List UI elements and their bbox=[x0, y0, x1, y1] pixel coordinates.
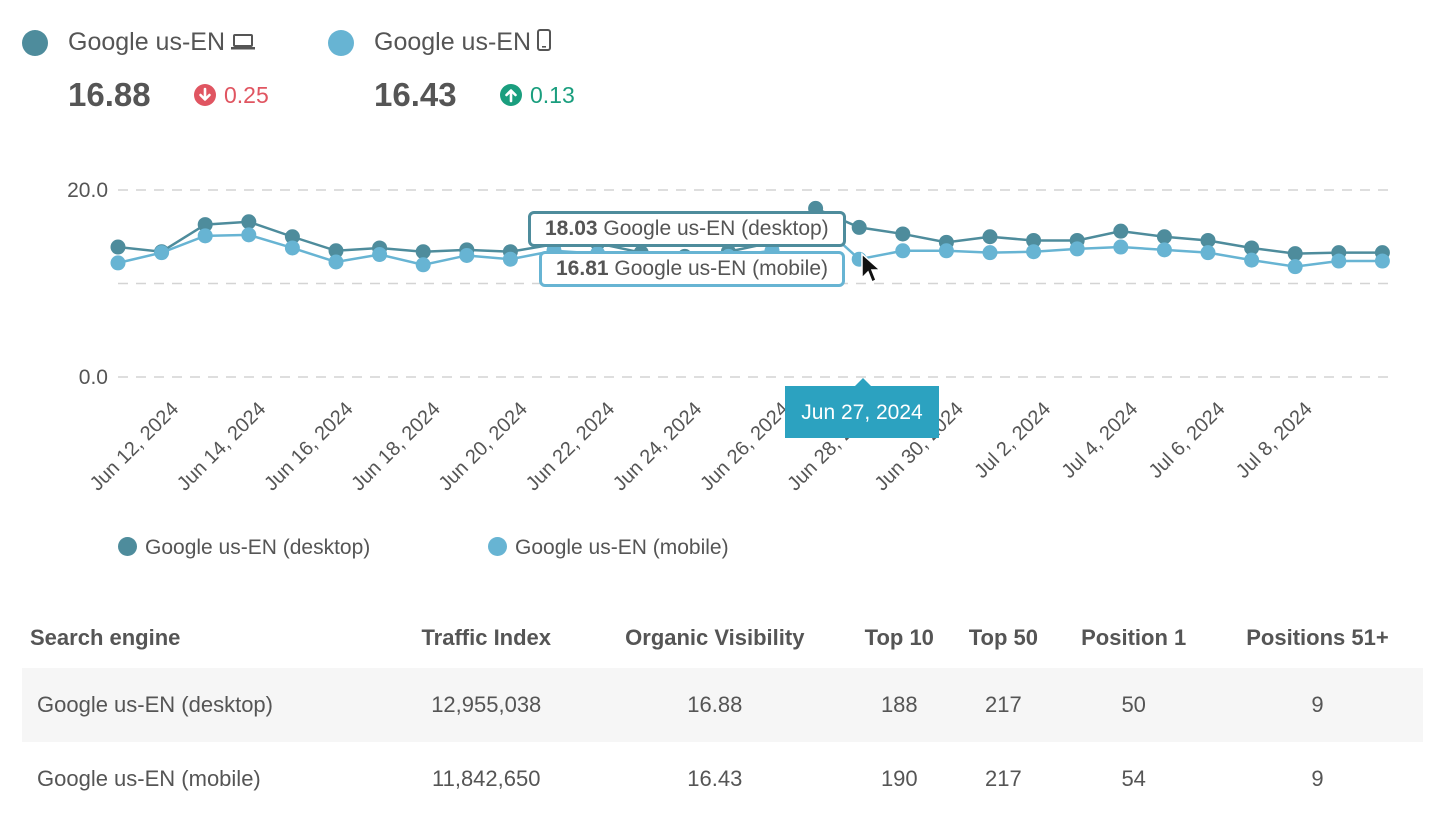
legend-dot-desktop bbox=[118, 537, 137, 556]
x-tick-label: Jun 16, 2024 bbox=[260, 398, 357, 495]
x-tick-label: Jun 14, 2024 bbox=[173, 398, 270, 495]
x-tick-label: Jul 8, 2024 bbox=[1232, 398, 1317, 483]
column-header[interactable]: Positions 51+ bbox=[1246, 625, 1389, 650]
data-point-desktop bbox=[982, 229, 998, 245]
data-point-desktop bbox=[415, 244, 431, 260]
line-chart[interactable]: 20.0 0.0 Jun 12, 2024 Jun 14, 2024 Jun 16, 2… bbox=[0, 150, 1440, 530]
x-tick-label: Jun 12, 2024 bbox=[86, 398, 183, 495]
table-cell: 217 bbox=[985, 766, 1022, 791]
tooltip-date: Jun 27, 2024 bbox=[785, 378, 939, 438]
laptop-icon bbox=[231, 29, 256, 58]
data-point-mobile bbox=[1069, 241, 1085, 257]
data-point-desktop bbox=[1244, 240, 1260, 256]
data-point-mobile bbox=[895, 243, 911, 259]
table-cell: Google us-EN (desktop) bbox=[22, 668, 391, 742]
table-cell: 50 bbox=[1055, 668, 1212, 742]
data-point-desktop bbox=[1287, 246, 1303, 262]
data-point-mobile bbox=[241, 227, 257, 243]
data-point-mobile bbox=[1113, 239, 1129, 255]
data-point-mobile bbox=[1200, 245, 1216, 261]
table-cell: 188 bbox=[847, 668, 952, 742]
data-point-mobile bbox=[197, 228, 213, 244]
mobile-series-dot bbox=[328, 30, 354, 56]
desktop-series-dot bbox=[22, 30, 48, 56]
summary-value: 16.43 bbox=[374, 76, 457, 113]
data-point-mobile bbox=[982, 245, 998, 261]
table-cell: 16.43 bbox=[687, 766, 743, 791]
data-point-desktop bbox=[241, 214, 257, 230]
summary-engine-name: Google us-EN bbox=[374, 28, 552, 58]
data-point-mobile bbox=[284, 240, 300, 256]
data-point-desktop bbox=[1156, 229, 1172, 245]
data-point-mobile bbox=[372, 247, 388, 263]
table-cell: 217 bbox=[951, 668, 1056, 742]
data-point-mobile bbox=[1156, 242, 1172, 258]
data-point-mobile bbox=[938, 243, 954, 259]
x-tick-label: Jun 22, 2024 bbox=[522, 398, 619, 495]
data-point-desktop bbox=[328, 243, 344, 259]
column-header[interactable]: Search engine bbox=[30, 625, 181, 650]
legend-item-desktop[interactable]: Google us-EN (desktop) bbox=[118, 536, 370, 560]
data-point-mobile bbox=[110, 255, 126, 271]
arrow-up-circle-icon bbox=[500, 84, 522, 106]
mobile-phone-icon bbox=[537, 28, 552, 58]
table-cell: 54 bbox=[1121, 766, 1146, 791]
data-point-desktop bbox=[1113, 223, 1129, 239]
data-point-desktop bbox=[197, 217, 213, 233]
search-engine-table: Search engine Traffic Index Organic Visi… bbox=[22, 608, 1423, 816]
data-point-desktop bbox=[895, 226, 911, 242]
summary-delta: 0.25 bbox=[194, 82, 269, 109]
table-cell: 11,842,650 bbox=[432, 766, 541, 791]
data-point-mobile bbox=[502, 251, 518, 267]
arrow-down-circle-icon bbox=[194, 84, 216, 106]
table-header-row: Search engine Traffic Index Organic Visi… bbox=[22, 608, 1423, 668]
summary-delta: 0.13 bbox=[500, 82, 575, 109]
tooltip-desktop: 18.03 Google us-EN (desktop) bbox=[528, 211, 846, 247]
data-point-desktop bbox=[851, 219, 867, 235]
x-tick-label: Jun 20, 2024 bbox=[435, 398, 532, 495]
column-header[interactable]: Top 50 bbox=[968, 625, 1039, 650]
summary-bar: Google us-EN 16.88 0.25 Google us-EN 16.… bbox=[22, 24, 722, 124]
data-point-mobile bbox=[415, 257, 431, 273]
data-point-mobile bbox=[459, 247, 475, 263]
column-header[interactable]: Position 1 bbox=[1081, 625, 1187, 650]
table-cell: Google us-EN (mobile) bbox=[37, 766, 261, 791]
data-point-desktop bbox=[110, 239, 126, 255]
table-row: Google us-EN (mobile) 11,842,650 16.43 1… bbox=[22, 742, 1423, 816]
x-tick-label: Jul 2, 2024 bbox=[970, 398, 1055, 483]
y-tick-label: 0.0 bbox=[79, 366, 108, 389]
data-point-mobile bbox=[328, 254, 344, 270]
data-point-desktop bbox=[1200, 232, 1216, 248]
summary-value: 16.88 bbox=[68, 76, 151, 113]
data-point-mobile bbox=[1244, 252, 1260, 268]
table-cell: 9 bbox=[1311, 766, 1324, 791]
column-header[interactable]: Organic Visibility bbox=[625, 625, 805, 650]
column-header[interactable]: Top 10 bbox=[864, 625, 934, 650]
legend-dot-mobile bbox=[488, 537, 507, 556]
data-point-desktop bbox=[1026, 232, 1042, 248]
data-point-mobile bbox=[1331, 253, 1347, 269]
legend-item-mobile[interactable]: Google us-EN (mobile) bbox=[488, 536, 729, 560]
data-point-mobile bbox=[1287, 259, 1303, 275]
table-cell: 16.88 bbox=[582, 668, 848, 742]
table-cell: 12,955,038 bbox=[390, 668, 583, 742]
data-point-mobile bbox=[1026, 244, 1042, 260]
y-tick-label: 20.0 bbox=[67, 179, 108, 202]
x-tick-label: Jul 6, 2024 bbox=[1145, 398, 1230, 483]
table-row: Google us-EN (desktop) 12,955,038 16.88 … bbox=[22, 668, 1423, 742]
data-point-mobile bbox=[1374, 253, 1390, 269]
x-tick-label: Jun 18, 2024 bbox=[347, 398, 444, 495]
column-header[interactable]: Traffic Index bbox=[421, 625, 552, 650]
tooltip-mobile: 16.81 Google us-EN (mobile) bbox=[539, 251, 845, 287]
x-tick-label: Jul 4, 2024 bbox=[1058, 398, 1143, 483]
table-cell: 190 bbox=[880, 766, 918, 791]
data-point-mobile bbox=[154, 245, 170, 261]
x-tick-label: Jun 26, 2024 bbox=[696, 398, 793, 495]
summary-engine-name: Google us-EN bbox=[68, 28, 256, 58]
mouse-cursor-icon bbox=[861, 252, 882, 284]
x-tick-label: Jun 24, 2024 bbox=[609, 398, 706, 495]
data-point-desktop bbox=[284, 229, 300, 245]
table-cell: 9 bbox=[1211, 668, 1423, 742]
